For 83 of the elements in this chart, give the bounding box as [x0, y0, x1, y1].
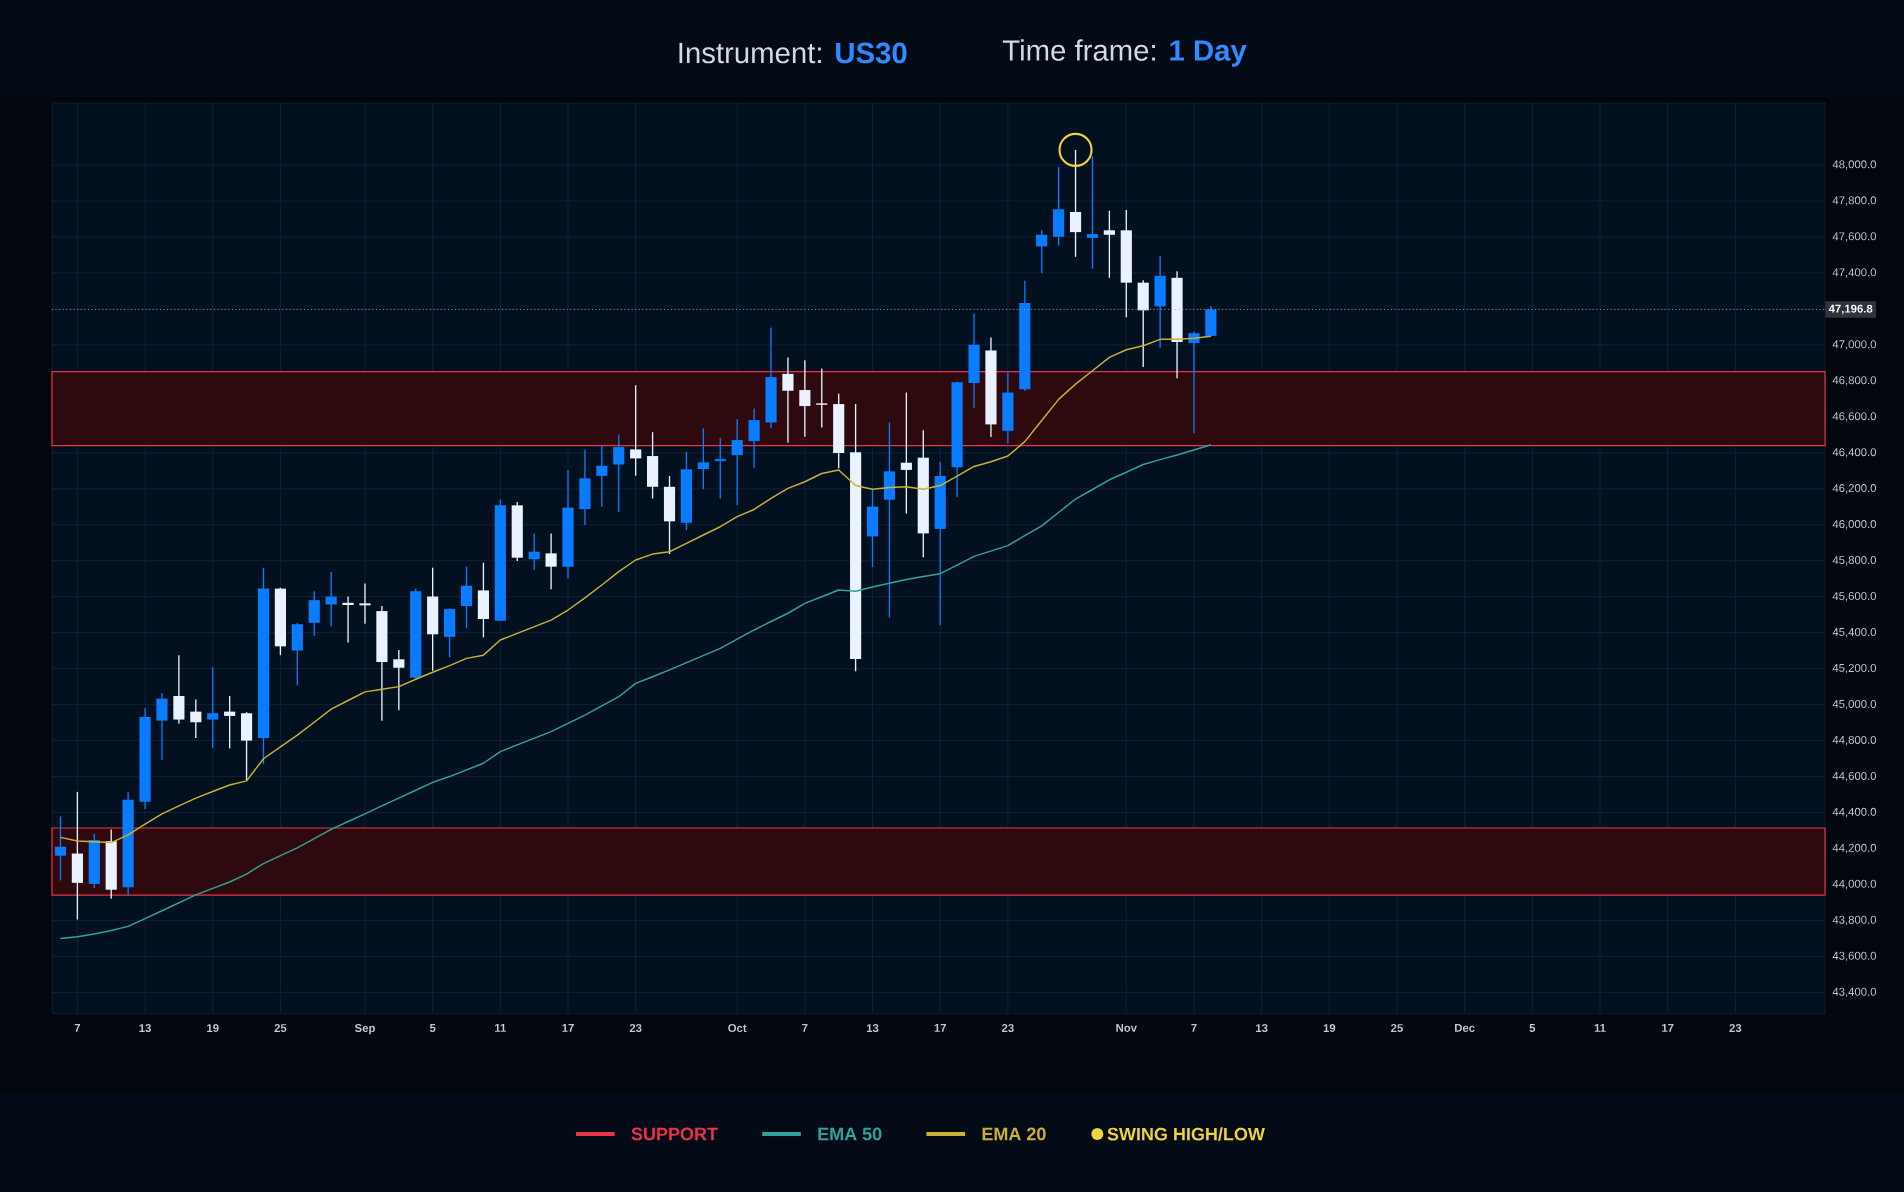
candlestick	[782, 356, 794, 444]
y-tick-label: 45,000.0	[1832, 699, 1877, 710]
ref-line-label: 47,196.8	[1828, 304, 1873, 315]
candlestick	[1103, 210, 1115, 279]
x-tick-label: 25	[274, 1024, 287, 1033]
x-tick-label: 23	[629, 1024, 642, 1033]
x-tick-label: 7	[1191, 1024, 1197, 1032]
y-tick-label: 44,800.0	[1832, 735, 1877, 746]
x-tick-label: 5	[1529, 1024, 1536, 1032]
candlestick	[460, 566, 473, 630]
x-tick-label: 13	[1256, 1024, 1268, 1033]
candlestick	[393, 649, 405, 711]
candlestick	[342, 595, 354, 644]
candlestick	[207, 666, 219, 749]
candlestick	[308, 590, 320, 637]
y-tick-label: 46,200.0	[1832, 484, 1877, 494]
x-tick-label: 7	[74, 1024, 81, 1032]
x-tick-label: 19	[1323, 1024, 1336, 1033]
x-tick-label: Oct	[728, 1024, 747, 1033]
candlestick	[900, 391, 912, 515]
y-tick-label: 44,400.0	[1832, 807, 1877, 818]
y-tick-label: 45,800.0	[1832, 556, 1877, 566]
y-tick-label: 47,000.0	[1832, 340, 1877, 350]
y-tick-label: 47,400.0	[1832, 268, 1877, 278]
x-tick-label: Sep	[354, 1024, 375, 1035]
legend-label: EMA 50	[818, 1127, 882, 1141]
legend-label: SWING HIGH/LOW	[1107, 1127, 1265, 1141]
legend-label: SUPPORT	[631, 1127, 718, 1141]
y-tick-label: 44,200.0	[1832, 843, 1877, 854]
candlestick	[54, 815, 67, 882]
y-tick-label: 47,600.0	[1832, 232, 1877, 242]
x-tick-label: Nov	[1116, 1024, 1137, 1032]
legend-label: EMA 20	[982, 1127, 1046, 1141]
candlestick	[528, 532, 540, 571]
y-tick-label: 43,600.0	[1832, 951, 1877, 962]
y-tick-label: 46,600.0	[1832, 412, 1877, 422]
candlestick	[748, 407, 760, 469]
candlestick	[731, 418, 743, 506]
candlestick	[359, 582, 371, 625]
x-tick-label: 23	[1001, 1024, 1014, 1033]
x-tick-label: 23	[1729, 1024, 1742, 1033]
candlestick	[816, 367, 828, 429]
candlestick	[156, 692, 168, 761]
y-tick-label: 45,200.0	[1832, 663, 1877, 674]
y-tick-label: 44,000.0	[1832, 879, 1877, 890]
x-tick-label: 25	[1391, 1024, 1403, 1033]
chart-subtitle: Time frame: 1 Day	[1002, 39, 1247, 67]
candlestick	[613, 433, 625, 514]
x-tick-label: 7	[802, 1024, 808, 1032]
y-tick-label: 43,800.0	[1832, 915, 1877, 926]
candlestick	[714, 437, 726, 500]
candlestick	[697, 427, 709, 490]
x-tick-label: 17	[934, 1024, 947, 1032]
y-tick-label: 44,600.0	[1832, 771, 1877, 782]
x-tick-label: 11	[1594, 1024, 1606, 1032]
candlestick	[596, 444, 608, 508]
y-tick-label: 45,400.0	[1832, 628, 1877, 638]
candlestick	[224, 695, 236, 749]
candlestick	[545, 532, 557, 590]
candlestick	[173, 654, 185, 725]
y-tick-label: 47,800.0	[1832, 196, 1877, 206]
candlestick	[1036, 229, 1048, 274]
x-tick-label: 17	[1662, 1024, 1674, 1032]
x-tick-label: Dec	[1455, 1024, 1475, 1032]
candlestick	[1086, 155, 1099, 270]
x-tick-label: 13	[139, 1024, 151, 1033]
y-tick-label: 48,000.0	[1832, 160, 1877, 170]
candlestick	[630, 384, 642, 477]
x-tick-label: 11	[495, 1024, 506, 1032]
x-tick-label: 17	[562, 1024, 574, 1032]
chart-title: Instrument: US30	[679, 42, 907, 64]
y-tick-label: 46,400.0	[1832, 448, 1877, 458]
x-tick-label: 19	[207, 1024, 219, 1033]
y-tick-label: 46,000.0	[1832, 520, 1877, 530]
candlestick	[1188, 330, 1200, 434]
x-tick-label: 13	[866, 1024, 879, 1033]
y-tick-label: 45,600.0	[1832, 592, 1877, 602]
y-tick-label: 46,800.0	[1832, 376, 1877, 386]
y-tick-label: 43,400.0	[1832, 987, 1877, 998]
candlestick	[190, 698, 202, 739]
candlestick	[1069, 149, 1082, 258]
x-tick-label: 5	[429, 1024, 436, 1032]
candlestick	[799, 359, 811, 438]
